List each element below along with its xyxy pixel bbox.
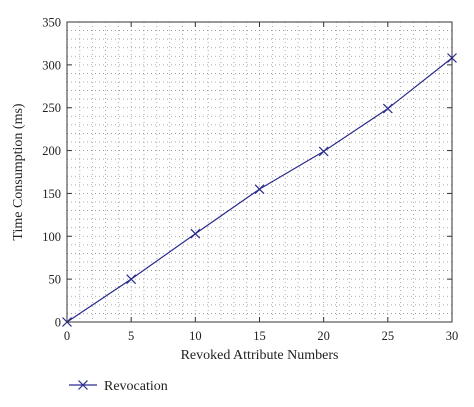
legend: Revocation — [69, 379, 168, 394]
y-tick-label: 350 — [42, 16, 61, 30]
data-point-marker — [382, 103, 393, 114]
x-tick-label: 5 — [128, 329, 134, 343]
data-point-marker — [126, 274, 137, 285]
x-tick-label: 15 — [253, 329, 266, 343]
series-layer — [62, 53, 457, 327]
x-tick-label: 25 — [382, 329, 395, 343]
data-point-marker — [318, 146, 329, 157]
y-tick-label: 200 — [42, 144, 61, 158]
x-tick-label: 0 — [64, 329, 70, 343]
y-tick-label: 300 — [42, 58, 61, 72]
data-point-marker — [190, 228, 201, 239]
y-tick-label: 150 — [42, 187, 61, 201]
data-point-marker — [254, 184, 265, 195]
y-tick-label: 250 — [42, 101, 61, 115]
x-tick-label: 20 — [317, 329, 330, 343]
x-tick-label: 10 — [189, 329, 202, 343]
x-axis-label: Revoked Attribute Numbers — [181, 348, 339, 363]
legend-marker-revocation — [78, 380, 88, 390]
y-tick-label: 0 — [55, 316, 61, 330]
y-axis-ticks: 0 50 100 150 200 250 300 350 — [42, 16, 452, 330]
y-axis-label: Time Consumption (ms) — [11, 103, 26, 241]
legend-label-revocation: Revocation — [104, 379, 168, 394]
legend-x-marker — [78, 380, 88, 390]
x-tick-label: 30 — [446, 329, 459, 343]
y-tick-label: 100 — [42, 230, 61, 244]
grid — [67, 22, 452, 322]
x-axis-ticks: 0 5 10 15 20 25 30 — [64, 22, 458, 343]
y-tick-label: 50 — [49, 273, 62, 287]
plot-area-frame — [66, 21, 453, 323]
